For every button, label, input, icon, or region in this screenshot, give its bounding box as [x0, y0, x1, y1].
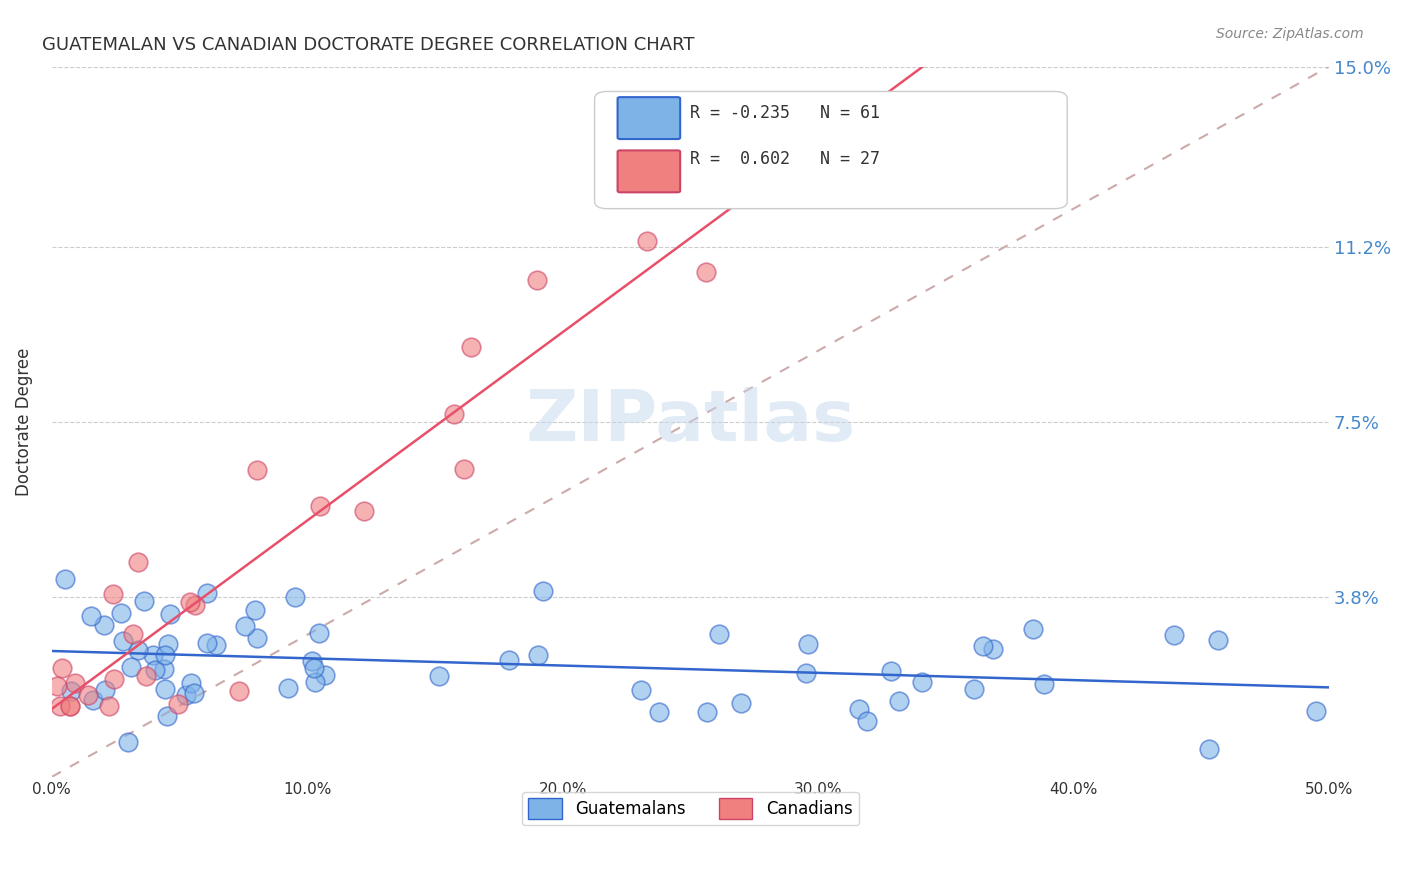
Canadians — [184, 598, 207, 612]
Guatemalans — [1163, 628, 1185, 642]
Guatemalans — [153, 648, 176, 662]
Guatemalans — [80, 608, 103, 623]
Guatemalans — [195, 586, 218, 600]
Guatemalans — [308, 626, 330, 640]
Guatemalans — [1033, 677, 1056, 691]
Canadians — [121, 627, 143, 641]
Canadians — [453, 461, 475, 475]
Canadians — [460, 340, 482, 354]
Text: R = -0.235   N = 61: R = -0.235 N = 61 — [690, 103, 880, 122]
Guatemalans — [195, 636, 218, 650]
Guatemalans — [120, 659, 142, 673]
Canadians — [135, 669, 157, 683]
Canadians — [353, 504, 375, 518]
Canadians — [246, 463, 269, 477]
Guatemalans — [145, 663, 167, 677]
Guatemalans — [1022, 622, 1045, 636]
Guatemalans — [155, 682, 177, 697]
Canadians — [76, 688, 98, 702]
Guatemalans — [153, 662, 176, 676]
Guatemalans — [111, 634, 134, 648]
Canadians — [51, 661, 73, 675]
Guatemalans — [159, 607, 181, 621]
Canadians — [309, 499, 332, 513]
Y-axis label: Doctorate Degree: Doctorate Degree — [15, 348, 32, 496]
Guatemalans — [730, 696, 752, 710]
Guatemalans — [117, 735, 139, 749]
Text: ZIPatlas: ZIPatlas — [526, 387, 855, 456]
Guatemalans — [156, 708, 179, 723]
Canadians — [636, 235, 658, 249]
Guatemalans — [707, 627, 730, 641]
Guatemalans — [889, 693, 911, 707]
Canadians — [166, 698, 188, 712]
Text: Source: ZipAtlas.com: Source: ZipAtlas.com — [1216, 27, 1364, 41]
Canadians — [103, 672, 125, 686]
Guatemalans — [110, 607, 132, 621]
Canadians — [526, 273, 548, 287]
Guatemalans — [911, 675, 934, 690]
Guatemalans — [427, 669, 450, 683]
Canadians — [443, 407, 465, 421]
Guatemalans — [302, 661, 325, 675]
FancyBboxPatch shape — [617, 97, 681, 139]
Guatemalans — [127, 643, 149, 657]
Guatemalans — [797, 637, 820, 651]
FancyBboxPatch shape — [595, 92, 1067, 209]
Canadians — [695, 265, 717, 279]
Guatemalans — [848, 701, 870, 715]
Guatemalans — [1206, 633, 1229, 648]
Canadians — [59, 698, 82, 713]
Guatemalans — [527, 648, 550, 663]
Canadians — [45, 680, 67, 694]
Guatemalans — [630, 682, 652, 697]
Guatemalans — [314, 668, 336, 682]
Canadians — [127, 555, 149, 569]
Guatemalans — [284, 590, 307, 604]
Guatemalans — [53, 572, 76, 586]
Guatemalans — [648, 706, 671, 720]
Guatemalans — [531, 583, 554, 598]
Guatemalans — [981, 642, 1004, 657]
Canadians — [228, 684, 250, 698]
Guatemalans — [156, 637, 179, 651]
Guatemalans — [93, 682, 115, 697]
Guatemalans — [304, 674, 326, 689]
Canadians — [63, 676, 86, 690]
Canadians — [49, 698, 72, 713]
Guatemalans — [180, 676, 202, 690]
Legend: Guatemalans, Canadians: Guatemalans, Canadians — [522, 792, 859, 825]
Guatemalans — [246, 631, 269, 645]
Text: R =  0.602   N = 27: R = 0.602 N = 27 — [690, 150, 880, 168]
Guatemalans — [794, 665, 817, 680]
Canadians — [97, 698, 120, 713]
Guatemalans — [856, 714, 879, 728]
Guatemalans — [245, 602, 267, 616]
Guatemalans — [498, 652, 520, 666]
Guatemalans — [277, 681, 299, 695]
Guatemalans — [93, 618, 115, 632]
Guatemalans — [174, 688, 197, 702]
Guatemalans — [1305, 704, 1327, 718]
Guatemalans — [1198, 742, 1220, 756]
Guatemalans — [132, 594, 155, 608]
Guatemalans — [972, 640, 994, 654]
Guatemalans — [204, 639, 226, 653]
Guatemalans — [82, 693, 104, 707]
Canadians — [101, 587, 124, 601]
Canadians — [59, 698, 82, 713]
Guatemalans — [963, 682, 986, 697]
Guatemalans — [301, 654, 323, 668]
FancyBboxPatch shape — [617, 151, 681, 193]
Canadians — [769, 163, 792, 178]
Guatemalans — [183, 686, 205, 700]
Text: GUATEMALAN VS CANADIAN DOCTORATE DEGREE CORRELATION CHART: GUATEMALAN VS CANADIAN DOCTORATE DEGREE … — [42, 36, 695, 54]
Guatemalans — [142, 648, 165, 663]
Guatemalans — [696, 706, 718, 720]
Guatemalans — [233, 618, 256, 632]
Guatemalans — [880, 664, 903, 678]
Guatemalans — [60, 683, 83, 698]
Canadians — [179, 594, 201, 608]
